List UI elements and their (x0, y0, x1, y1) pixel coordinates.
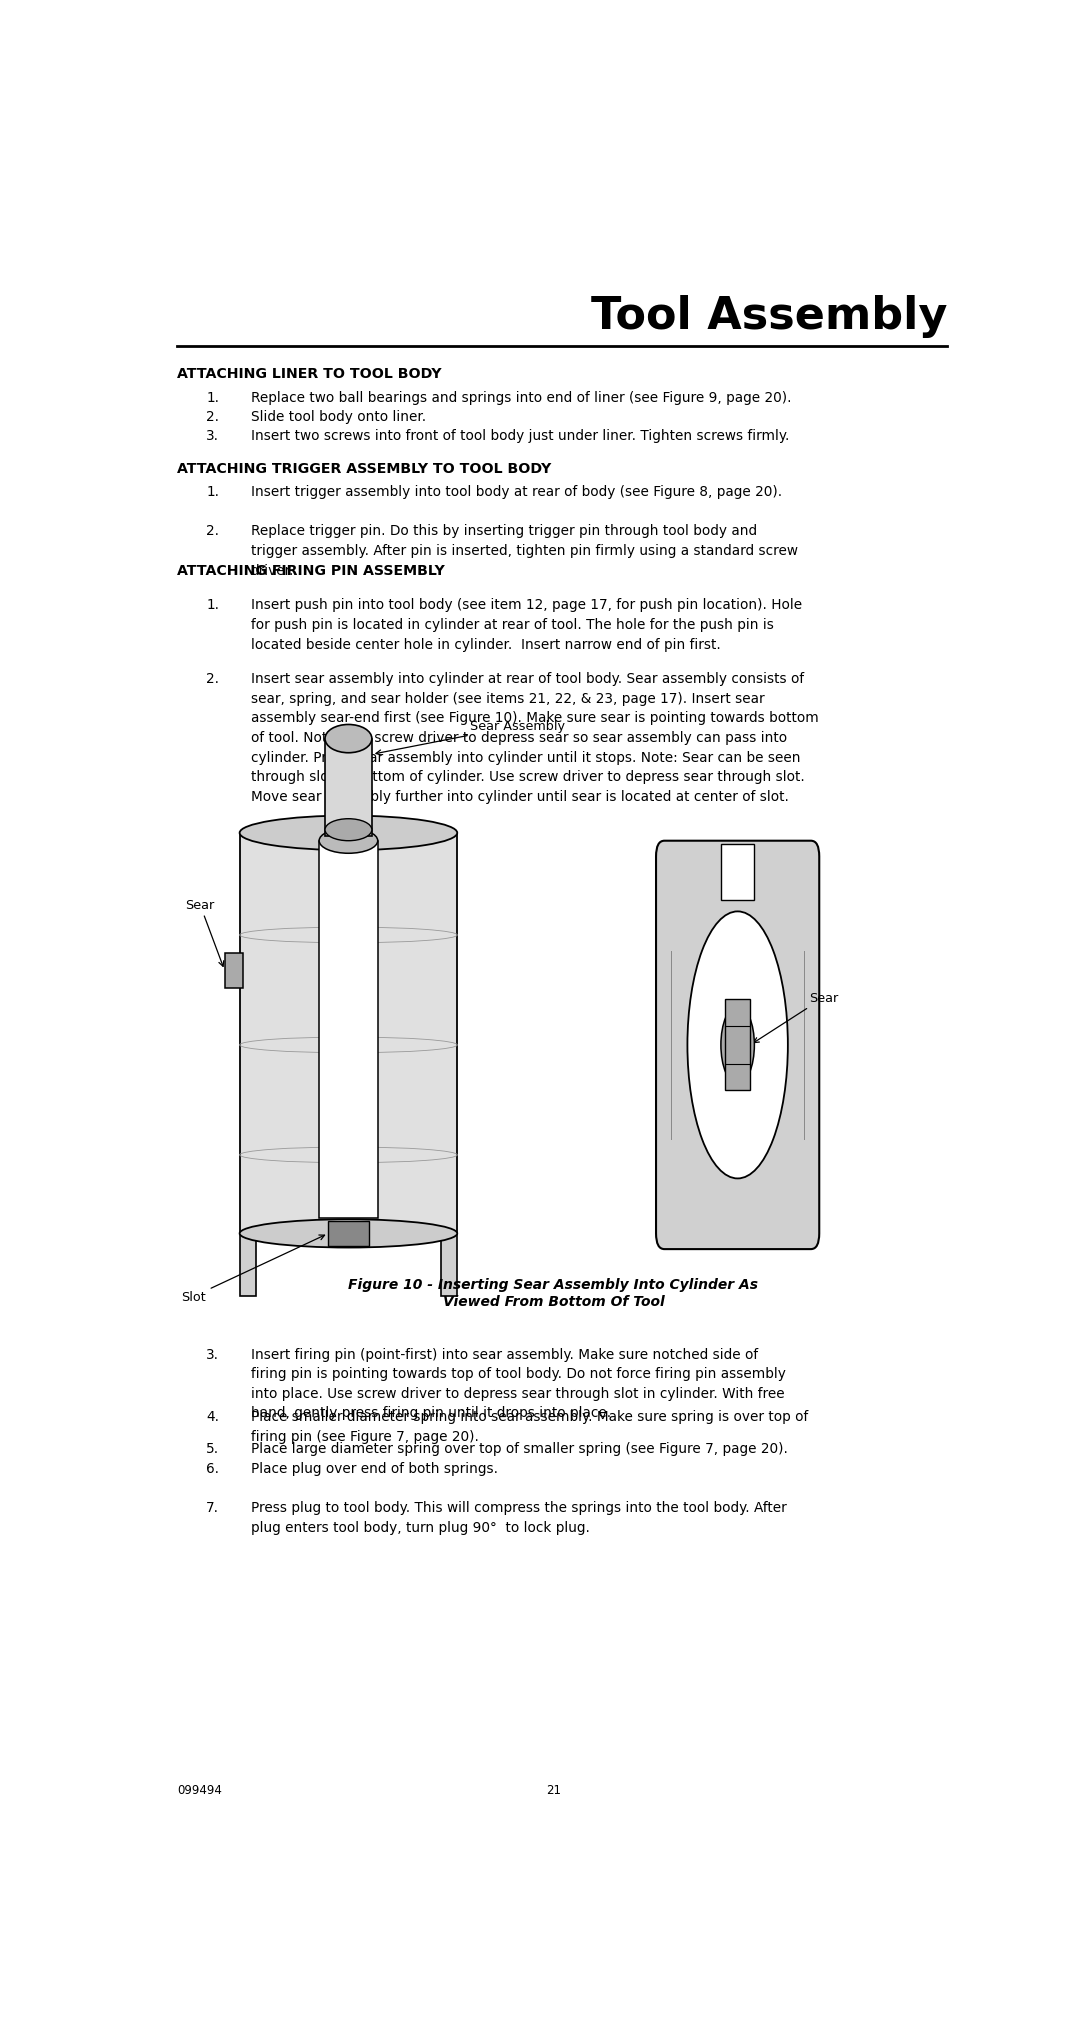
Ellipse shape (721, 1005, 754, 1085)
Bar (225, 954, 243, 989)
Text: 6.: 6. (206, 1462, 219, 1476)
Bar (441, 1234, 457, 1297)
Bar (240, 1234, 256, 1297)
Bar (320, 842, 378, 1217)
Text: Figure 10 - Inserting Sear Assembly Into Cylinder As
Viewed From Bottom Of Tool: Figure 10 - Inserting Sear Assembly Into… (349, 1278, 758, 1307)
Bar (721, 844, 754, 901)
Text: Sear Assembly: Sear Assembly (376, 720, 565, 756)
Text: ATTACHING TRIGGER ASSEMBLY TO TOOL BODY: ATTACHING TRIGGER ASSEMBLY TO TOOL BODY (177, 461, 551, 475)
Text: hand, gently press firing pin until it drops into place.: hand, gently press firing pin until it d… (251, 1405, 610, 1419)
Text: assembly sear-end first (see Figure 10). Make sure sear is pointing towards bott: assembly sear-end first (see Figure 10).… (251, 712, 819, 726)
Text: Replace trigger pin. Do this by inserting trigger pin through tool body and: Replace trigger pin. Do this by insertin… (251, 524, 757, 538)
Text: 2.: 2. (206, 410, 219, 424)
Text: ATTACHING FIRING PIN ASSEMBLY: ATTACHING FIRING PIN ASSEMBLY (177, 563, 445, 577)
Ellipse shape (240, 1219, 457, 1248)
Text: 1.: 1. (206, 391, 219, 404)
Text: Sear: Sear (186, 897, 224, 966)
Ellipse shape (240, 816, 457, 850)
Text: Place large diameter spring over top of smaller spring (see Figure 7, page 20).: Place large diameter spring over top of … (251, 1442, 787, 1456)
Text: 2.: 2. (206, 524, 219, 538)
Text: 5.: 5. (206, 1442, 219, 1456)
Bar (325, 740, 372, 836)
Text: 3.: 3. (206, 428, 219, 442)
Text: sear, spring, and sear holder (see items 21, 22, & 23, page 17). Insert sear: sear, spring, and sear holder (see items… (251, 691, 765, 705)
Bar (725, 999, 751, 1091)
Text: driver.: driver. (251, 563, 294, 577)
FancyBboxPatch shape (656, 842, 820, 1250)
Text: 1.: 1. (206, 485, 219, 500)
Text: 21: 21 (546, 1782, 561, 1796)
Text: 3.: 3. (206, 1348, 219, 1360)
Text: of tool. Note: Use screw driver to depress sear so sear assembly can pass into: of tool. Note: Use screw driver to depre… (251, 730, 786, 744)
Text: Place smaller diameter spring into sear assembly. Make sure spring is over top o: Place smaller diameter spring into sear … (251, 1409, 808, 1423)
Text: 2.: 2. (206, 671, 219, 685)
Text: for push pin is located in cylinder at rear of tool. The hole for the push pin i: for push pin is located in cylinder at r… (251, 618, 773, 632)
Ellipse shape (325, 820, 372, 842)
Text: into place. Use screw driver to depress sear through slot in cylinder. With free: into place. Use screw driver to depress … (251, 1387, 784, 1401)
Text: firing pin (see Figure 7, page 20).: firing pin (see Figure 7, page 20). (251, 1429, 478, 1444)
Ellipse shape (325, 726, 372, 752)
Text: 4.: 4. (206, 1409, 219, 1423)
Text: Tool Assembly: Tool Assembly (591, 296, 947, 338)
Text: trigger assembly. After pin is inserted, tighten pin firmly using a standard scr: trigger assembly. After pin is inserted,… (251, 544, 797, 559)
Bar (328, 1221, 368, 1246)
Text: cylinder. Press sear assembly into cylinder until it stops. Note: Sear can be se: cylinder. Press sear assembly into cylin… (251, 750, 800, 765)
Text: located beside center hole in cylinder.  Insert narrow end of pin first.: located beside center hole in cylinder. … (251, 636, 720, 650)
Text: Insert push pin into tool body (see item 12, page 17, for push pin location). Ho: Insert push pin into tool body (see item… (251, 597, 801, 612)
Ellipse shape (687, 911, 788, 1179)
Text: Replace two ball bearings and springs into end of liner (see Figure 9, page 20).: Replace two ball bearings and springs in… (251, 391, 791, 404)
Text: Insert firing pin (point-first) into sear assembly. Make sure notched side of: Insert firing pin (point-first) into sea… (251, 1348, 758, 1360)
Text: Move sear assembly further into cylinder until sear is located at center of slot: Move sear assembly further into cylinder… (251, 789, 788, 803)
Text: Place plug over end of both springs.: Place plug over end of both springs. (251, 1462, 498, 1476)
Text: Insert sear assembly into cylinder at rear of tool body. Sear assembly consists : Insert sear assembly into cylinder at re… (251, 671, 804, 685)
Text: 1.: 1. (206, 597, 219, 612)
Ellipse shape (320, 828, 378, 854)
Text: 7.: 7. (206, 1501, 219, 1515)
Text: Insert two screws into front of tool body just under liner. Tighten screws firml: Insert two screws into front of tool bod… (251, 428, 788, 442)
Text: plug enters tool body, turn plug 90°  to lock plug.: plug enters tool body, turn plug 90° to … (251, 1521, 590, 1533)
Text: Sear: Sear (754, 991, 838, 1044)
Text: 099494: 099494 (177, 1782, 221, 1796)
Text: Slot: Slot (181, 1236, 325, 1303)
Text: firing pin is pointing towards top of tool body. Do not force firing pin assembl: firing pin is pointing towards top of to… (251, 1366, 785, 1380)
Text: Slide tool body onto liner.: Slide tool body onto liner. (251, 410, 426, 424)
Text: Press plug to tool body. This will compress the springs into the tool body. Afte: Press plug to tool body. This will compr… (251, 1501, 786, 1515)
Text: ATTACHING LINER TO TOOL BODY: ATTACHING LINER TO TOOL BODY (177, 367, 442, 381)
Bar (240, 834, 457, 1234)
Text: Insert trigger assembly into tool body at rear of body (see Figure 8, page 20).: Insert trigger assembly into tool body a… (251, 485, 782, 500)
Text: through slot in bottom of cylinder. Use screw driver to depress sear through slo: through slot in bottom of cylinder. Use … (251, 771, 805, 783)
